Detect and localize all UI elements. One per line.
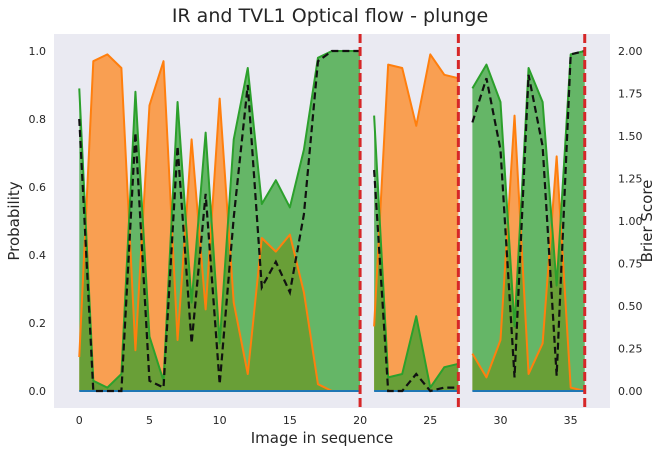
x-tick-label: 25 bbox=[423, 414, 437, 427]
y-tick-label: 0.0 bbox=[29, 385, 47, 398]
series-0-line-segment-0 bbox=[78, 53, 361, 392]
series-1-area-segment-2 bbox=[472, 51, 585, 391]
y-tick-label: 1.0 bbox=[29, 45, 47, 58]
y-tick-label: 0.4 bbox=[29, 249, 47, 262]
x-tick-label: 15 bbox=[283, 414, 297, 427]
series-0-line-segment-1 bbox=[373, 53, 459, 327]
area-layer bbox=[79, 51, 585, 392]
y2-tick-label: 1.50 bbox=[618, 130, 643, 143]
line-layer bbox=[78, 50, 585, 392]
y2-axis-label: Brier Score bbox=[638, 180, 656, 263]
series-1-area-segment-1 bbox=[374, 115, 459, 391]
x-tick-label: 0 bbox=[76, 414, 83, 427]
series-1-line-segment-1 bbox=[373, 115, 459, 389]
x-tick-label: 30 bbox=[493, 414, 507, 427]
y-axis-label: Probability bbox=[5, 181, 23, 260]
brier-line-segment-1 bbox=[373, 169, 459, 393]
series-1-line-segment-2 bbox=[471, 50, 585, 328]
series-1-area-segment-0 bbox=[79, 51, 361, 391]
y-tick-label: 0.6 bbox=[29, 181, 47, 194]
y-tick-label: 0.8 bbox=[29, 113, 47, 126]
series-0-area-segment-1 bbox=[374, 54, 459, 392]
y2-tick-layer: 0.00 0.25 0.50 0.75 1.00 1.25 1.50 1.75 2.00 bbox=[618, 45, 643, 398]
y2-tick-label: 1.25 bbox=[618, 173, 643, 186]
y-tick-label: 0.2 bbox=[29, 317, 47, 330]
x-tick-layer: 0 5 10 15 20 25 30 35 bbox=[76, 414, 578, 427]
boundary-layer bbox=[358, 34, 587, 408]
brier-layer bbox=[78, 49, 585, 393]
x-tick-label: 20 bbox=[353, 414, 367, 427]
y2-tick-label: 1.75 bbox=[618, 88, 643, 101]
x-tick-label: 5 bbox=[146, 414, 153, 427]
y-tick-layer: 0.0 0.2 0.4 0.6 0.8 1.0 bbox=[29, 45, 47, 398]
series-1-line-segment-0 bbox=[78, 50, 361, 389]
x-axis-label: Image in sequence bbox=[251, 429, 393, 447]
y2-tick-label: 0.00 bbox=[618, 385, 643, 398]
brier-line-segment-2 bbox=[471, 49, 585, 378]
brier-line-segment-0 bbox=[78, 49, 361, 393]
y2-tick-label: 2.00 bbox=[618, 45, 643, 58]
x-tick-label: 10 bbox=[213, 414, 227, 427]
y2-tick-label: 0.50 bbox=[618, 300, 643, 313]
series-0-line-segment-2 bbox=[471, 114, 585, 392]
y2-tick-label: 1.00 bbox=[618, 215, 643, 228]
y2-tick-label: 0.25 bbox=[618, 343, 643, 356]
y2-tick-label: 0.75 bbox=[618, 258, 643, 271]
chart-title: IR and TVL1 Optical flow - plunge bbox=[172, 5, 488, 27]
x-tick-label: 35 bbox=[564, 414, 578, 427]
